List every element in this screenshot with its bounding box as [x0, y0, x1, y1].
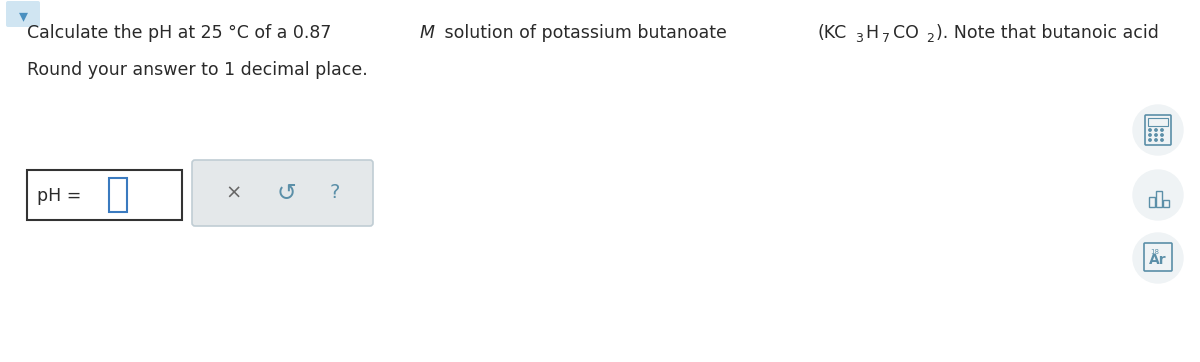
Text: 18: 18 — [1150, 249, 1159, 255]
FancyBboxPatch shape — [28, 170, 182, 220]
Circle shape — [1133, 105, 1183, 155]
Circle shape — [1133, 233, 1183, 283]
Text: 2: 2 — [926, 31, 934, 45]
Text: Calculate the pH at 25 °C of a 0.87: Calculate the pH at 25 °C of a 0.87 — [28, 24, 331, 42]
Circle shape — [1148, 139, 1151, 141]
Text: ×: × — [226, 184, 241, 202]
Circle shape — [1154, 129, 1157, 131]
Text: CO: CO — [893, 24, 919, 42]
Text: solution of potassium butanoate: solution of potassium butanoate — [439, 24, 732, 42]
Circle shape — [1148, 129, 1151, 131]
Text: H: H — [865, 24, 878, 42]
Circle shape — [1160, 129, 1163, 131]
FancyBboxPatch shape — [109, 178, 127, 212]
Text: ↺: ↺ — [276, 181, 296, 205]
Text: Round your answer to 1 decimal place.: Round your answer to 1 decimal place. — [28, 61, 367, 79]
Text: ?: ? — [330, 184, 340, 202]
Circle shape — [1148, 134, 1151, 136]
Circle shape — [1154, 139, 1157, 141]
Text: (KC: (KC — [817, 24, 847, 42]
Circle shape — [1154, 134, 1157, 136]
Text: ▾: ▾ — [18, 7, 28, 25]
FancyBboxPatch shape — [192, 160, 373, 226]
Circle shape — [1133, 170, 1183, 220]
Circle shape — [1160, 134, 1163, 136]
Text: pH =: pH = — [37, 187, 86, 205]
FancyBboxPatch shape — [6, 1, 40, 27]
Text: ). Note that butanoic acid: ). Note that butanoic acid — [936, 24, 1165, 42]
Text: M: M — [420, 24, 434, 42]
Text: Ar: Ar — [1150, 253, 1166, 267]
Text: 3: 3 — [856, 31, 863, 45]
Circle shape — [1160, 139, 1163, 141]
Text: 7: 7 — [882, 31, 890, 45]
